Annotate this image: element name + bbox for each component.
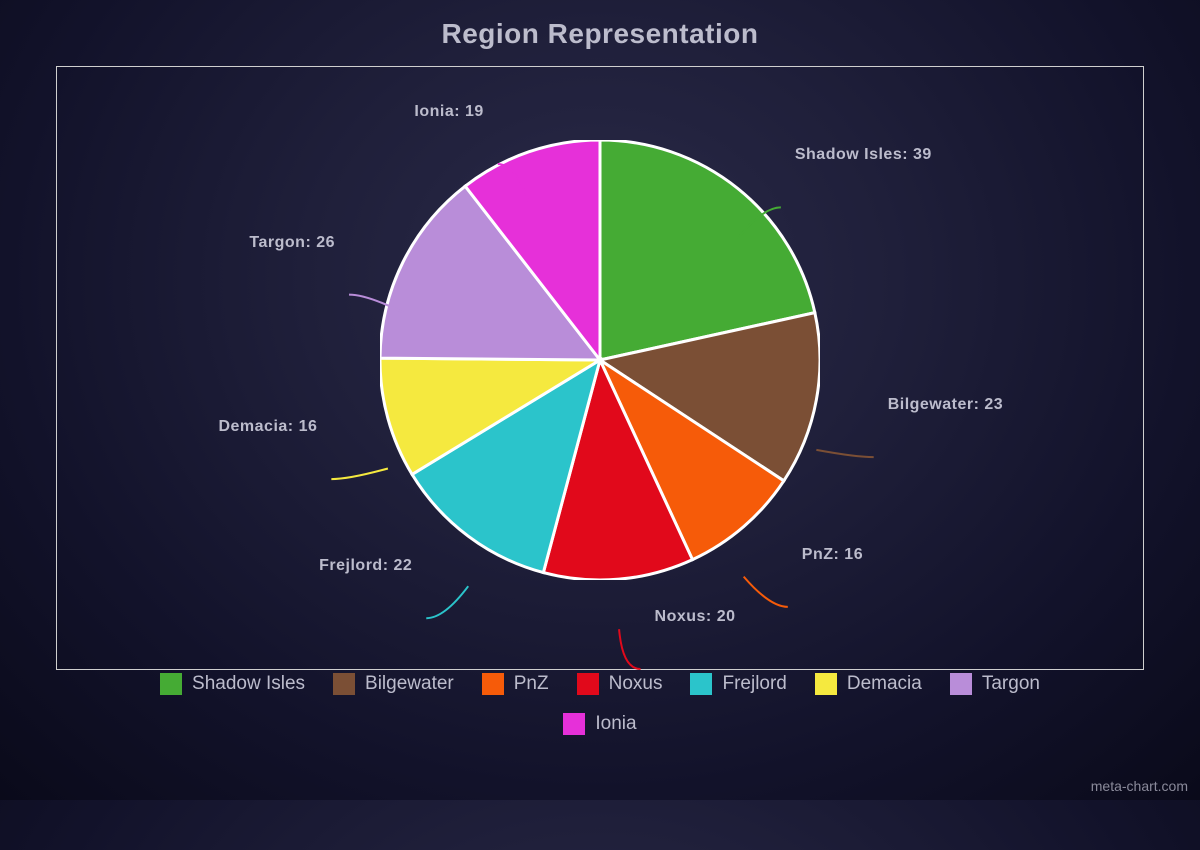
legend-label: Shadow Isles bbox=[192, 673, 305, 695]
chart-title: Region Representation bbox=[0, 0, 1200, 50]
legend-label: Demacia bbox=[847, 673, 922, 695]
slice-label-targon: Targon: 26 bbox=[249, 234, 335, 252]
legend-swatch bbox=[333, 673, 355, 695]
legend-label: PnZ bbox=[514, 673, 549, 695]
legend-label: Ionia bbox=[595, 713, 636, 735]
slice-label-noxus: Noxus: 20 bbox=[655, 608, 736, 626]
pie-chart bbox=[380, 140, 820, 580]
slice-label-pnz: PnZ: 16 bbox=[802, 546, 863, 564]
legend: Shadow Isles Bilgewater PnZ Noxus Frejlord De… bbox=[56, 663, 1144, 745]
legend-label: Bilgewater bbox=[365, 673, 454, 695]
legend-item-noxus[interactable]: Noxus bbox=[577, 673, 663, 695]
legend-label: Frejlord bbox=[722, 673, 786, 695]
slice-label-demacia: Demacia: 16 bbox=[218, 418, 317, 436]
legend-item-ionia[interactable]: Ionia bbox=[563, 713, 636, 735]
pie-container bbox=[380, 140, 820, 580]
legend-swatch bbox=[482, 673, 504, 695]
legend-item-pnz[interactable]: PnZ bbox=[482, 673, 549, 695]
legend-label: Noxus bbox=[609, 673, 663, 695]
legend-swatch bbox=[950, 673, 972, 695]
legend-item-frejlord[interactable]: Frejlord bbox=[690, 673, 786, 695]
legend-swatch bbox=[577, 673, 599, 695]
legend-swatch bbox=[160, 673, 182, 695]
slice-label-frejlord: Frejlord: 22 bbox=[319, 557, 412, 575]
slice-label-shadow-isles: Shadow Isles: 39 bbox=[795, 146, 932, 164]
slice-label-bilgewater: Bilgewater: 23 bbox=[888, 396, 1003, 414]
slice-label-ionia: Ionia: 19 bbox=[414, 103, 483, 121]
legend-swatch bbox=[690, 673, 712, 695]
legend-item-demacia[interactable]: Demacia bbox=[815, 673, 922, 695]
legend-swatch bbox=[563, 713, 585, 735]
legend-item-shadow-isles[interactable]: Shadow Isles bbox=[160, 673, 305, 695]
legend-item-targon[interactable]: Targon bbox=[950, 673, 1040, 695]
legend-swatch bbox=[815, 673, 837, 695]
watermark: meta-chart.com bbox=[1091, 778, 1188, 794]
legend-label: Targon bbox=[982, 673, 1040, 695]
legend-item-bilgewater[interactable]: Bilgewater bbox=[333, 673, 454, 695]
